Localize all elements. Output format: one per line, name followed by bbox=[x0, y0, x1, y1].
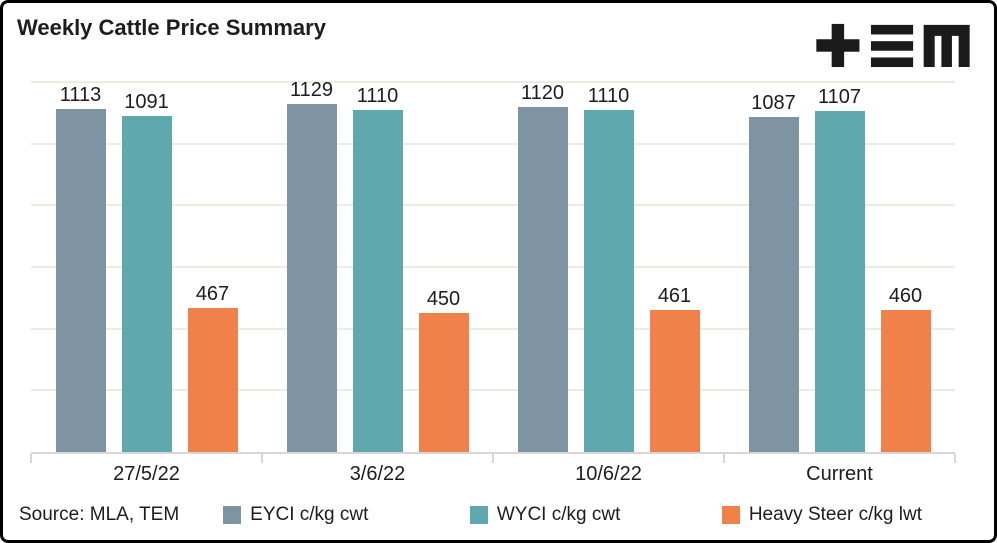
bar-cell: 1087 bbox=[748, 82, 799, 452]
chart-title: Weekly Cattle Price Summary bbox=[17, 15, 326, 40]
bar-value-label: 1087 bbox=[751, 91, 796, 114]
legend-label: WYCI c/kg cwt bbox=[496, 504, 621, 525]
bar-cell: 461 bbox=[649, 82, 700, 452]
bar-cell: 1110 bbox=[583, 82, 634, 452]
x-axis-tick bbox=[723, 454, 725, 463]
legend-item: EYCI c/kg cwt bbox=[223, 504, 368, 526]
bar-value-label: 460 bbox=[888, 285, 923, 308]
bar-cell: 1120 bbox=[517, 81, 568, 452]
legend-label: EYCI c/kg cwt bbox=[250, 504, 369, 525]
bar bbox=[649, 309, 700, 452]
gridline bbox=[31, 389, 955, 392]
x-axis: 27/5/22 3/6/22 10/6/22 Current bbox=[30, 452, 956, 490]
bar-value-label: 1110 bbox=[587, 84, 630, 107]
bar-value-label: 1120 bbox=[520, 81, 564, 104]
bar bbox=[517, 106, 568, 452]
bar-value-label: 1110 bbox=[356, 84, 399, 107]
x-axis-tick bbox=[492, 454, 494, 463]
gridline bbox=[31, 142, 955, 145]
bar-group: 1113 1091 467 bbox=[31, 82, 262, 452]
bar-cell: 1129 bbox=[286, 78, 337, 452]
bar-cell: 1110 bbox=[352, 82, 403, 452]
bar-value-label: 467 bbox=[195, 283, 230, 306]
bar-value-label: 1113 bbox=[59, 83, 102, 106]
chart: 1113 1091 467 1129 1110 450 1120 1110 461 1087 110… bbox=[30, 78, 956, 490]
bar-cell: 450 bbox=[418, 82, 469, 452]
source-note: Source: MLA, TEM bbox=[19, 504, 180, 525]
bar-group: 1087 1107 460 bbox=[724, 82, 955, 452]
tem-logo bbox=[816, 23, 970, 68]
tem-logo-glyphs bbox=[816, 23, 970, 68]
bar bbox=[286, 103, 337, 452]
bar-cell: 467 bbox=[187, 82, 238, 452]
x-axis-tick bbox=[954, 454, 956, 463]
bar-value-label: 461 bbox=[657, 284, 692, 307]
gridline bbox=[31, 266, 955, 268]
bar-groups: 1113 1091 467 1129 1110 450 1120 1110 461 1087 110… bbox=[31, 78, 955, 452]
gridline bbox=[31, 204, 955, 207]
x-axis-label: 3/6/22 bbox=[349, 463, 406, 485]
bar-cell: 1091 bbox=[121, 82, 172, 452]
x-axis-tick bbox=[30, 454, 32, 463]
bar-group: 1129 1110 450 bbox=[262, 78, 493, 452]
bar-value-label: 1129 bbox=[289, 78, 333, 101]
x-axis-label: Current bbox=[806, 463, 873, 485]
x-axis-labels: 27/5/22 3/6/22 10/6/22 Current bbox=[31, 454, 955, 486]
bar bbox=[352, 109, 403, 452]
bar-cell: 1113 bbox=[55, 82, 106, 452]
footer: Source: MLA, TEM EYCI c/kg cwt WYCI c/kg … bbox=[3, 490, 994, 540]
bar bbox=[583, 109, 634, 452]
bar bbox=[814, 110, 865, 452]
bar-group: 1120 1110 461 bbox=[493, 82, 724, 452]
gridline bbox=[31, 81, 955, 83]
legend-swatch bbox=[721, 506, 740, 524]
bar-cell: 1107 bbox=[814, 82, 865, 452]
bar bbox=[55, 108, 106, 452]
bar bbox=[187, 308, 238, 452]
bar-value-label: 1091 bbox=[124, 90, 169, 113]
bar-cell: 460 bbox=[880, 82, 931, 452]
bar bbox=[748, 116, 799, 452]
legend-item: WYCI c/kg cwt bbox=[469, 504, 621, 526]
bar-value-label: 450 bbox=[426, 288, 461, 311]
x-axis-label: 27/5/22 bbox=[113, 463, 180, 485]
legend-swatch bbox=[469, 506, 488, 524]
x-axis-label: 10/6/22 bbox=[575, 463, 642, 485]
legend-item: Heavy Steer c/kg lwt bbox=[721, 504, 922, 526]
x-axis-tick bbox=[261, 454, 263, 463]
legend: EYCI c/kg cwt WYCI c/kg cwt Heavy Steer c/… bbox=[179, 504, 978, 526]
bar bbox=[880, 310, 931, 452]
header: Weekly Cattle Price Summary bbox=[3, 3, 994, 68]
plot-area: 1113 1091 467 1129 1110 450 1120 1110 461 1087 110… bbox=[31, 78, 955, 452]
bar-value-label: 1107 bbox=[817, 85, 861, 108]
legend-label: Heavy Steer c/kg lwt bbox=[748, 504, 922, 525]
bar bbox=[121, 115, 172, 452]
gridline bbox=[31, 327, 955, 330]
legend-swatch bbox=[223, 506, 242, 524]
bar bbox=[418, 313, 469, 452]
